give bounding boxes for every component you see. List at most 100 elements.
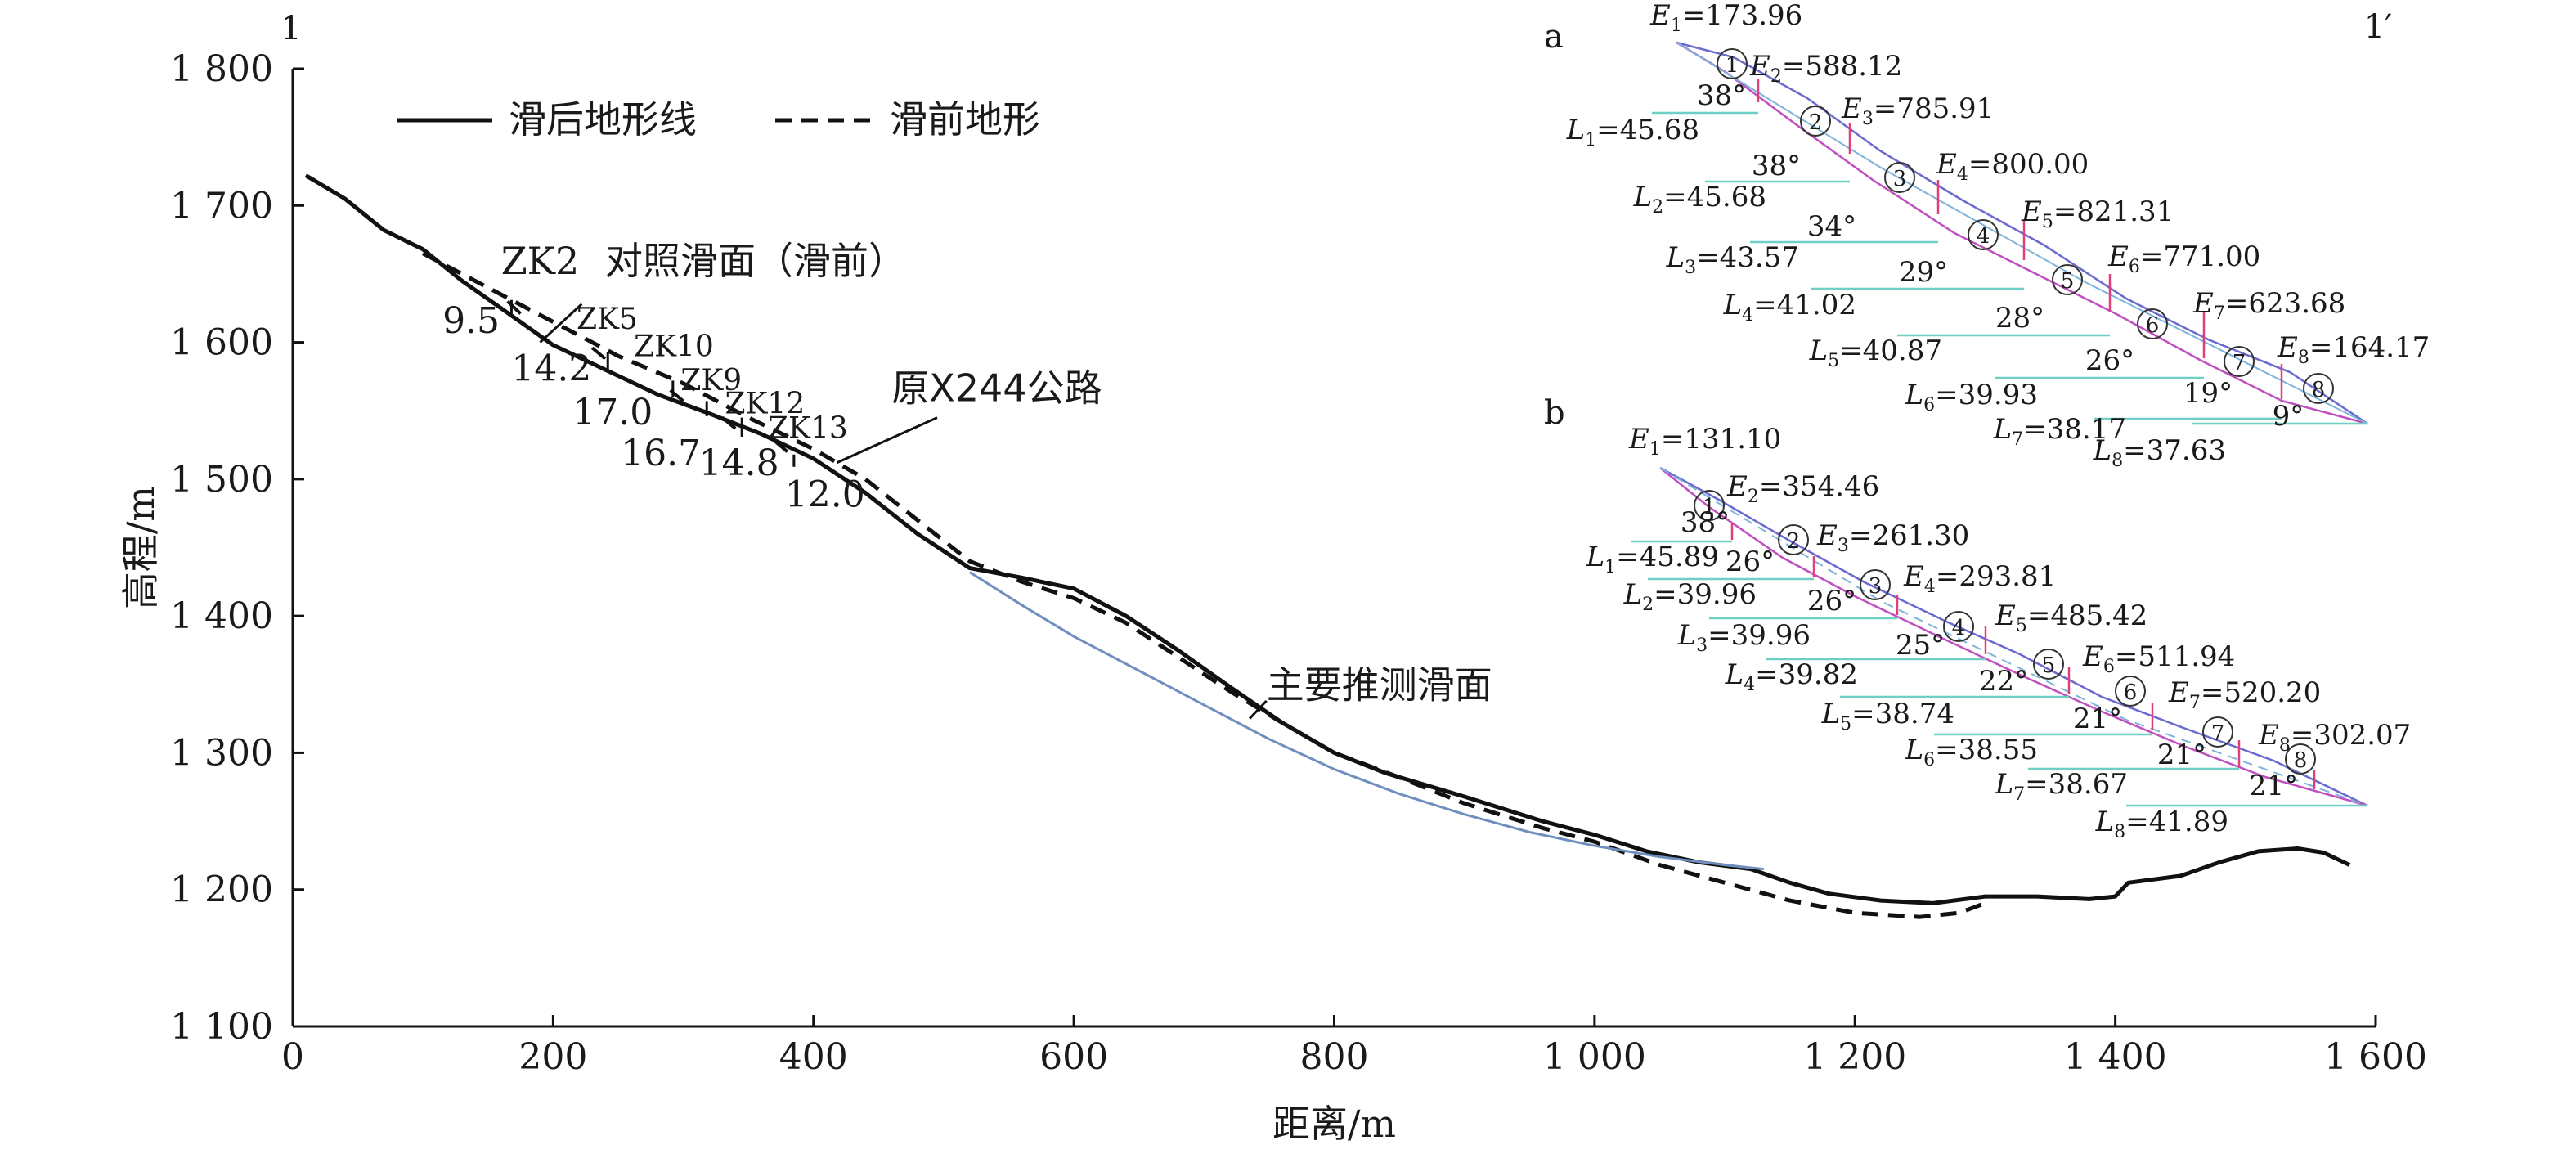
y-tick-label: 1 700 <box>170 185 273 227</box>
inset-reference-line <box>1659 467 2368 806</box>
inset-energy-label: E2=588.12 <box>1749 50 1902 87</box>
comparison-slip-segment <box>506 299 522 315</box>
inset-angle-label: 34° <box>1807 210 1856 243</box>
inset-length-label: L7=38.67 <box>1995 768 2128 805</box>
comparison-slip-segment <box>590 346 607 361</box>
inset-slice-number: 6 <box>2124 680 2138 705</box>
annotation-label: 对照滑面（滑前） <box>605 239 906 283</box>
x-tick-label: 400 <box>779 1036 848 1078</box>
inset-length-label: L2=45.68 <box>1633 181 1766 218</box>
inset-angle-label: 19° <box>2183 377 2233 410</box>
annotation-label: 17.0 <box>572 392 653 433</box>
x-tick-label: 1 600 <box>2324 1036 2427 1078</box>
inset-energy-label: E4=800.00 <box>1936 148 2089 185</box>
annotation-leader-line <box>836 416 938 465</box>
inset-angle-label: 22° <box>1979 665 2028 698</box>
inset-length-label: L8=41.89 <box>2095 806 2228 842</box>
inset-energy-label: E1=131.10 <box>1628 423 1781 460</box>
inset-slice-circle <box>2137 308 2168 339</box>
section-label-left: 1 <box>280 10 301 47</box>
comparison-slip-segment <box>773 439 789 453</box>
legend-label: 滑前地形 <box>890 97 1040 141</box>
annotation-label: 14.8 <box>699 442 779 484</box>
inset-slice-number: 1 <box>1703 495 1717 519</box>
inset-angle-label: 9° <box>2273 400 2304 433</box>
inset-energy-label: E2=354.46 <box>1726 470 1879 507</box>
inset-slice-circle <box>1717 48 1748 79</box>
inset-length-label: L1=45.68 <box>1566 114 1699 150</box>
inset-slice-circle <box>1860 569 1891 600</box>
inset-angle-label: 38° <box>1697 79 1746 112</box>
inset-slice-circle <box>2052 264 2083 295</box>
section-label-right: 1′ <box>2364 8 2393 46</box>
inset-slice-circle <box>1800 106 1831 137</box>
inset-slice-number: 8 <box>2294 748 2308 773</box>
x-tick-label: 200 <box>518 1036 587 1078</box>
y-tick-label: 1 600 <box>170 322 273 364</box>
inset-length-label: L1=45.89 <box>1586 541 1719 577</box>
inset-energy-label: E5=485.42 <box>1995 599 2147 636</box>
inset-angle-label: 26° <box>1807 585 1856 617</box>
inset-slice-circle <box>1943 611 1974 642</box>
x-tick-label: 1 400 <box>2064 1036 2167 1078</box>
inset-slice-circle <box>1778 524 1809 555</box>
inset-angle-label: 38° <box>1752 150 1801 182</box>
inset-length-label: L7=38.17 <box>1993 413 2126 450</box>
inset-angle-label: 26° <box>1726 546 1775 578</box>
y-tick-label: 1 800 <box>170 48 273 90</box>
inset-slice-circle <box>2303 373 2334 404</box>
inset-slice-number: 6 <box>2146 313 2160 338</box>
y-tick-label: 1 100 <box>170 1006 273 1048</box>
y-tick-label: 1 300 <box>170 732 273 774</box>
inset-energy-label: E8=302.07 <box>2258 719 2411 756</box>
inset-slice-circle <box>2202 716 2233 748</box>
y-tick-label: 1 400 <box>170 595 273 637</box>
inset-slice-number: 7 <box>2233 351 2246 375</box>
inset-slice-number: 3 <box>1893 167 1907 191</box>
annotation-label: ZK10 <box>634 330 714 363</box>
inset-angle-label: 38° <box>1681 506 1730 539</box>
annotation-label: 16.7 <box>621 433 701 474</box>
annotation-label: ZK12 <box>725 388 806 421</box>
inset-length-label: L5=40.87 <box>1809 335 1942 371</box>
inset-length-label: L6=39.93 <box>1905 379 2038 415</box>
inset-length-label: L8=37.63 <box>2093 434 2226 471</box>
y-axis-title: 高程/m <box>119 486 163 609</box>
inset-slip-line <box>1676 41 2368 425</box>
x-tick-label: 0 <box>281 1036 304 1078</box>
annotation-label: 9.5 <box>442 300 500 342</box>
inset-length-label: L4=41.02 <box>1723 289 1856 326</box>
annotation-leader-line <box>539 303 583 344</box>
annotation-label: 主要推测滑面 <box>1267 663 1492 707</box>
inset-length-label: L4=39.82 <box>1725 658 1858 695</box>
inset-energy-label: E4=293.81 <box>1903 560 2056 597</box>
annotation-label: ZK2 <box>501 239 580 283</box>
inset-b-slice-diagram: b 1 2 3 4 5 6 7 8 E1=131.10 E2=354.46 E3=261.30 E4=2… <box>1544 394 2411 842</box>
series-line-3 <box>968 571 1764 871</box>
inset-angle-label: 21° <box>2073 703 2122 735</box>
inset-slice-number: 5 <box>2061 269 2075 294</box>
inset-slice-number: 1 <box>1726 53 1739 78</box>
series-line-1 <box>304 173 2351 905</box>
x-tick-label: 600 <box>1039 1036 1108 1078</box>
inset-slip-line <box>1659 467 2368 807</box>
y-tick-label: 1 500 <box>170 459 273 501</box>
inset-ground-line <box>1676 41 2368 425</box>
inset-slice-number: 3 <box>1869 574 1883 599</box>
annotation-leader-line <box>1248 699 1268 720</box>
inset-slice-number: 7 <box>2211 721 2225 746</box>
x-axis-title: 距离/m <box>1272 1102 1396 1146</box>
inset-length-label: L3=43.57 <box>1666 241 1799 278</box>
inset-energy-label: E3=261.30 <box>1816 519 1969 556</box>
inset-label: b <box>1544 394 1565 432</box>
inset-slice-circle <box>2033 649 2064 680</box>
inset-energy-label: E6=771.00 <box>2107 240 2260 277</box>
inset-angle-label: 29° <box>1899 256 1948 289</box>
inset-angle-label: 21° <box>2157 739 2206 771</box>
inset-slice-number: 5 <box>2042 653 2056 678</box>
inset-slice-number: 8 <box>2312 378 2326 402</box>
annotation-label: 14.2 <box>511 348 591 389</box>
x-tick-label: 800 <box>1300 1036 1369 1078</box>
inset-length-label: L2=39.96 <box>1623 578 1757 615</box>
